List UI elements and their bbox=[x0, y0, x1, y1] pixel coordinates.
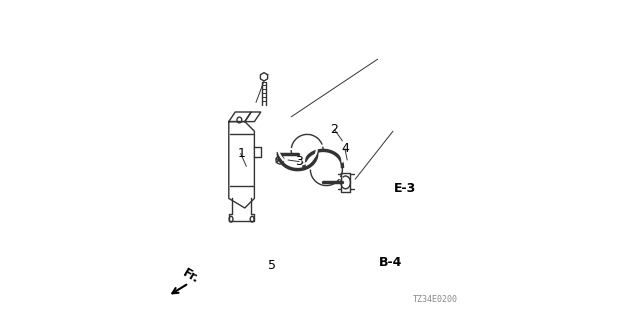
Text: Fr.: Fr. bbox=[181, 267, 202, 286]
Text: 3: 3 bbox=[295, 155, 303, 168]
Text: 4: 4 bbox=[342, 142, 349, 155]
Text: 5: 5 bbox=[268, 259, 276, 272]
Text: 1: 1 bbox=[237, 147, 246, 160]
Text: E-3: E-3 bbox=[394, 182, 416, 195]
Text: 2: 2 bbox=[330, 123, 339, 136]
Text: B-4: B-4 bbox=[380, 256, 403, 269]
Text: TZ34E0200: TZ34E0200 bbox=[413, 295, 458, 304]
